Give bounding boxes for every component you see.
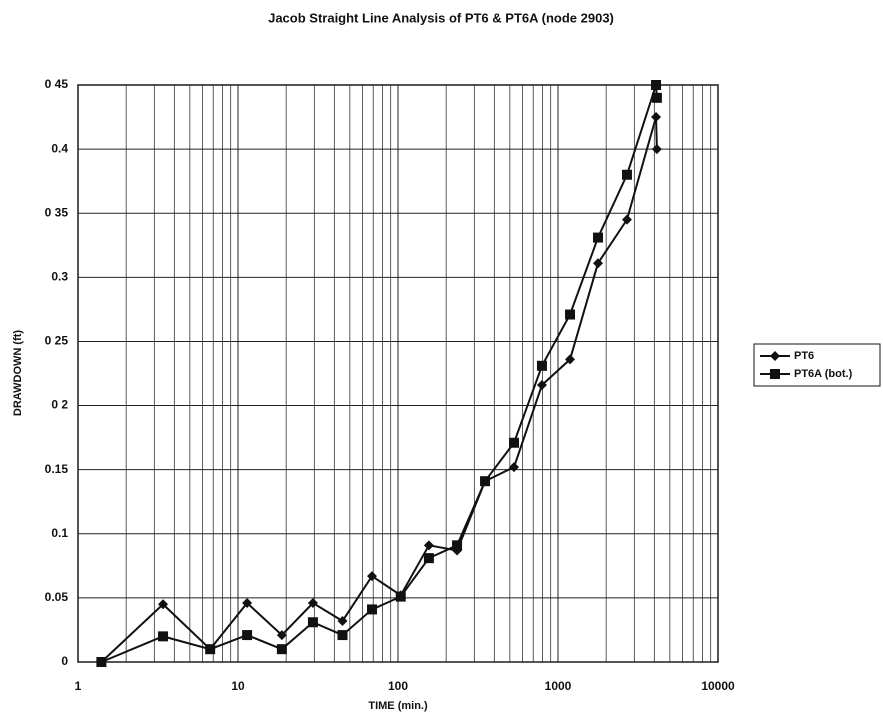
y-tick-label: 0.4	[51, 141, 68, 155]
data-point	[565, 309, 576, 320]
data-point	[565, 354, 576, 365]
y-tick-label: 0 35	[45, 205, 69, 219]
x-tick-label: 10	[231, 679, 245, 693]
data-point	[423, 540, 434, 551]
data-point	[276, 630, 287, 641]
data-point	[509, 462, 520, 473]
data-point	[651, 80, 662, 90]
data-point	[621, 214, 632, 225]
data-point	[536, 380, 547, 391]
y-tick-label: 0 25	[45, 334, 69, 348]
y-tick-label: 0 45	[45, 77, 69, 91]
y-tick-label: 0.05	[45, 590, 69, 604]
data-point	[276, 644, 287, 655]
x-tick-label: 1000	[545, 679, 572, 693]
data-point	[651, 144, 662, 155]
data-point	[337, 630, 348, 641]
y-axis-label: DRAWDOWN (ft)	[12, 330, 24, 416]
data-point	[367, 571, 378, 582]
y-tick-label: 0 2	[51, 398, 68, 412]
data-point	[536, 360, 547, 371]
x-tick-label: 1	[75, 679, 82, 693]
data-point	[307, 598, 318, 609]
data-point	[651, 112, 662, 123]
y-tick-label: 0.3	[51, 270, 68, 284]
x-tick-label: 10000	[701, 679, 735, 693]
x-axis-label: TIME (min.)	[368, 700, 428, 712]
data-point	[158, 631, 169, 642]
chart-title: Jacob Straight Line Analysis of PT6 & PT…	[268, 10, 614, 25]
y-tick-label: 0.1	[51, 526, 68, 540]
data-point	[242, 630, 253, 641]
data-point	[158, 599, 169, 610]
legend-label: PT6A (bot.)	[794, 368, 853, 380]
data-point	[423, 553, 434, 564]
data-point	[205, 644, 216, 655]
legend-marker	[770, 351, 780, 361]
x-tick-label: 100	[388, 679, 408, 693]
data-point	[592, 258, 603, 269]
data-point	[592, 232, 603, 243]
data-point	[651, 92, 662, 103]
data-point	[621, 169, 632, 180]
data-point	[509, 437, 520, 448]
data-point	[367, 604, 378, 615]
legend-marker	[770, 369, 780, 379]
data-point	[452, 540, 463, 551]
data-point	[242, 598, 253, 609]
data-point	[96, 657, 107, 667]
legend-label: PT6	[794, 350, 814, 362]
y-tick-label: 0	[61, 654, 68, 668]
data-point	[480, 476, 491, 487]
data-point	[395, 591, 406, 602]
y-tick-label: 0.15	[45, 462, 69, 476]
data-point	[337, 615, 348, 626]
data-point	[307, 617, 318, 628]
